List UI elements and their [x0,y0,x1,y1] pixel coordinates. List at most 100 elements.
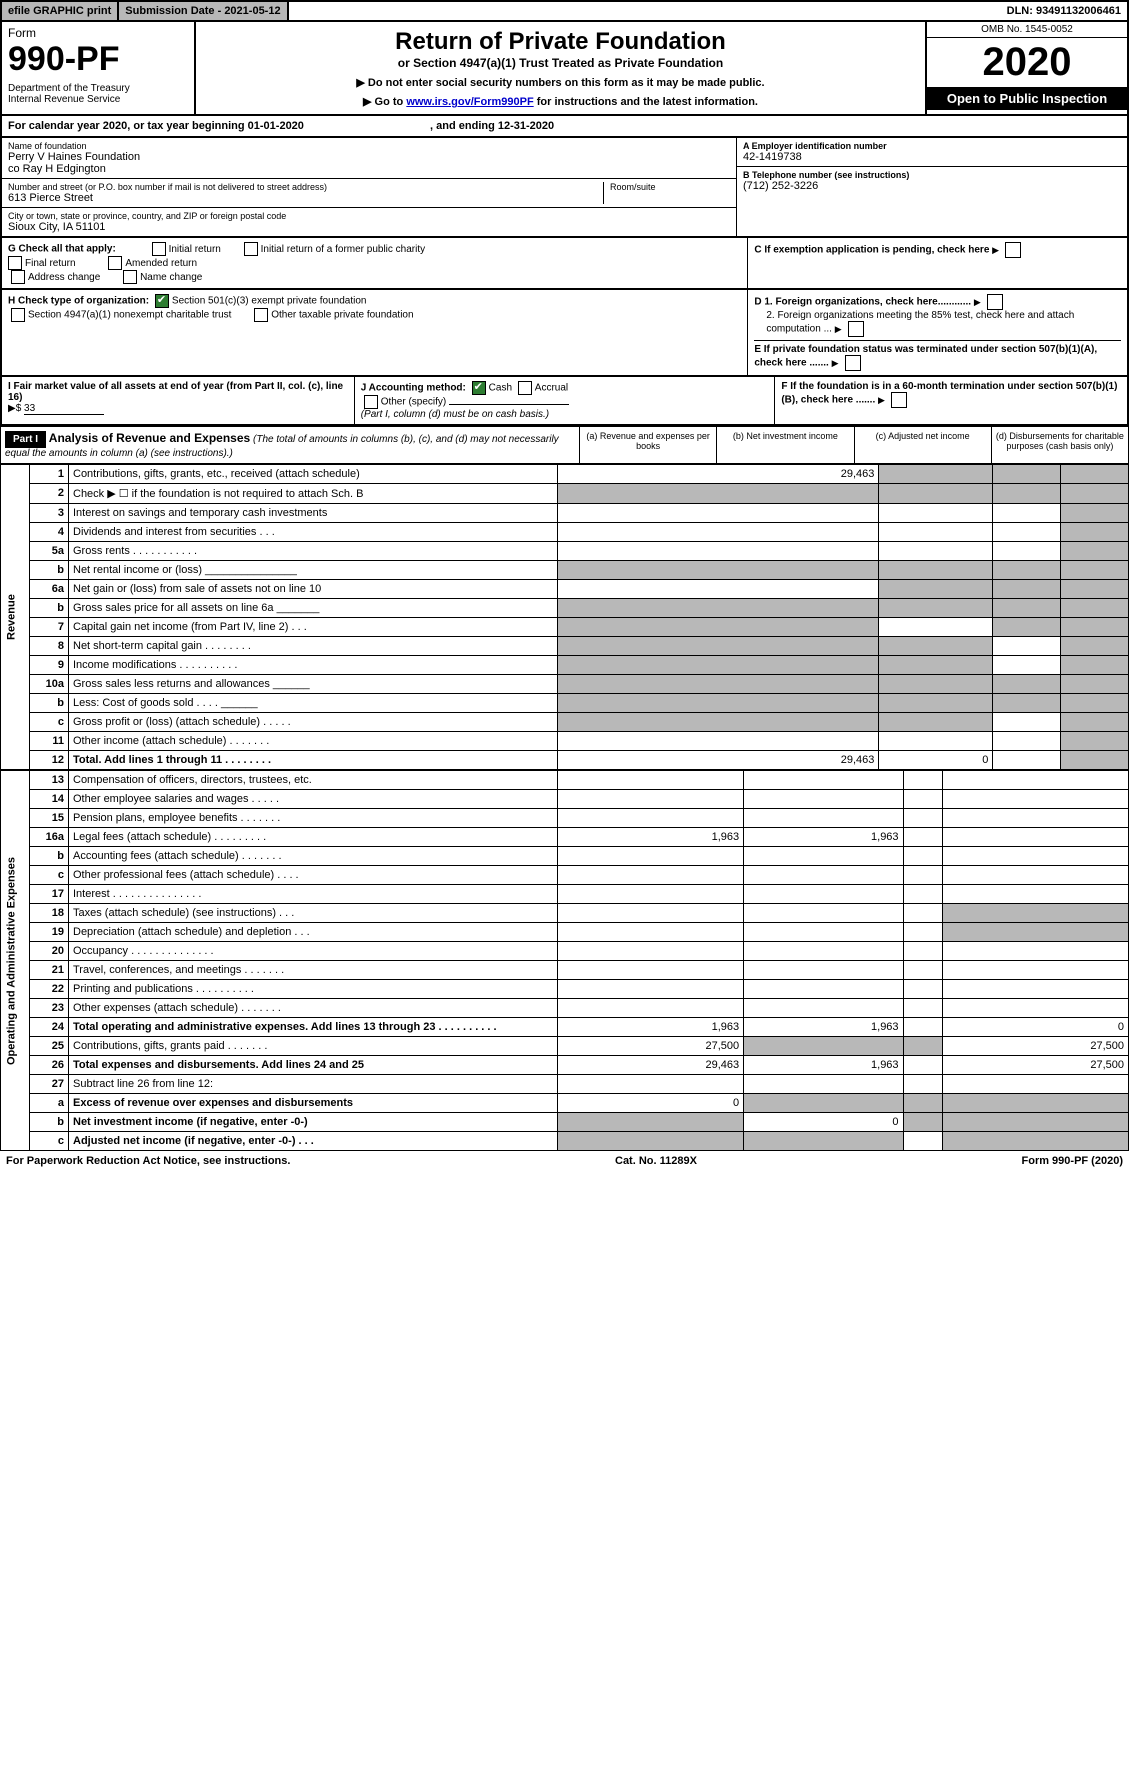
chk-e[interactable] [845,355,861,371]
line-number: 5a [30,542,69,561]
line-col-a [558,999,744,1018]
opt-initial-former: Initial return of a former public charit… [261,244,426,255]
line-col-a: 0 [558,1094,744,1113]
section-side-label: Revenue [1,465,30,770]
table-row: 27Subtract line 26 from line 12: [1,1075,1129,1094]
opt-4947: Section 4947(a)(1) nonexempt charitable … [28,310,231,321]
line-col-b [744,942,903,961]
line-number: 27 [30,1075,69,1094]
note-1: ▶ Do not enter social security numbers o… [202,76,919,89]
line-desc: Gross rents . . . . . . . . . . . [69,542,558,561]
chk-c[interactable] [1005,242,1021,258]
chk-amended[interactable] [108,256,122,270]
opt-final: Final return [25,258,76,269]
line-desc: Net rental income or (loss) ____________… [69,561,558,580]
line-col-c [903,1094,942,1113]
section-ijf: I Fair market value of all assets at end… [0,377,1129,426]
j-label: J Accounting method: [361,383,466,394]
line-number: b [30,561,69,580]
line-col-c [903,1018,942,1037]
line-col-b [744,809,903,828]
chk-accrual[interactable] [518,381,532,395]
table-row: 7Capital gain net income (from Part IV, … [1,618,1129,637]
line-col-d [942,809,1128,828]
table-row: bNet rental income or (loss) ___________… [1,561,1129,580]
chk-initial-former[interactable] [244,242,258,256]
chk-cash[interactable] [472,381,486,395]
line-col-a: 29,463 [558,465,879,484]
name-label: Name of foundation [8,141,730,151]
line-number: 25 [30,1037,69,1056]
table-row: bLess: Cost of goods sold . . . . ______ [1,694,1129,713]
line-col-d [942,866,1128,885]
form-subtitle: or Section 4947(a)(1) Trust Treated as P… [202,56,919,70]
line-col-a [558,542,879,561]
line-desc: Compensation of officers, directors, tru… [69,771,558,790]
col-b-header: (b) Net investment income [716,427,853,463]
line-desc: Total operating and administrative expen… [69,1018,558,1037]
line-col-c [993,504,1061,523]
header-right: OMB No. 1545-0052 2020 Open to Public In… [925,22,1127,114]
line-col-a [558,618,879,637]
line-col-a [558,904,744,923]
table-row: 10aGross sales less returns and allowanc… [1,675,1129,694]
form-title: Return of Private Foundation [202,28,919,56]
chk-d1[interactable] [987,294,1003,310]
line-col-a [558,637,879,656]
table-row: cGross profit or (loss) (attach schedule… [1,713,1129,732]
g-label: G Check all that apply: [8,244,116,255]
part1-header-row: Part I Analysis of Revenue and Expenses … [0,426,1129,464]
line-col-c [903,923,942,942]
chk-501c3[interactable] [155,294,169,308]
d1-label: D 1. Foreign organizations, check here..… [754,297,971,308]
chk-other-acct[interactable] [364,395,378,409]
line-col-d [1061,504,1129,523]
city-value: Sioux City, IA 51101 [8,221,730,233]
chk-address[interactable] [11,270,25,284]
line-col-c [993,561,1061,580]
chk-final[interactable] [8,256,22,270]
line-col-a [558,504,879,523]
revenue-table: Revenue1Contributions, gifts, grants, et… [0,464,1129,770]
line-number: 20 [30,942,69,961]
line-col-b [879,504,993,523]
section-side-label: Operating and Administrative Expenses [1,771,30,1151]
e-label: E If private foundation status was termi… [754,344,1097,369]
chk-f[interactable] [891,392,907,408]
line-number: 24 [30,1018,69,1037]
opt-other-tax: Other taxable private foundation [271,310,413,321]
line-col-c [903,1056,942,1075]
line-col-d [1061,637,1129,656]
line-desc: Depreciation (attach schedule) and deple… [69,923,558,942]
col-c-header: (c) Adjusted net income [854,427,991,463]
line-col-d [942,1094,1128,1113]
line-col-b [879,484,993,504]
chk-initial-return[interactable] [152,242,166,256]
chk-name[interactable] [123,270,137,284]
line-desc: Printing and publications . . . . . . . … [69,980,558,999]
line-col-c [993,542,1061,561]
footer-left: For Paperwork Reduction Act Notice, see … [6,1155,290,1167]
line-col-b [744,980,903,999]
section-h-d: H Check type of organization: Section 50… [0,290,1129,377]
line-col-a [558,694,879,713]
line-col-c [903,771,942,790]
line-col-a [558,809,744,828]
tax-year: 2020 [927,38,1127,87]
chk-other-tax[interactable] [254,308,268,322]
street-address: 613 Pierce Street [8,192,603,204]
line-desc: Other professional fees (attach schedule… [69,866,558,885]
submission-date: Submission Date - 2021-05-12 [119,2,288,20]
table-row: 19Depreciation (attach schedule) and dep… [1,923,1129,942]
chk-d2[interactable] [848,321,864,337]
line-number: 12 [30,751,69,770]
line-col-b [744,961,903,980]
line-col-a: 1,963 [558,1018,744,1037]
line-col-d [1061,542,1129,561]
line-col-b [879,465,993,484]
chk-4947[interactable] [11,308,25,322]
irs-link[interactable]: www.irs.gov/Form990PF [406,96,533,108]
info-right: A Employer identification number 42-1419… [736,138,1127,236]
section-g-c: G Check all that apply: Initial return I… [0,238,1129,290]
header-center: Return of Private Foundation or Section … [196,22,925,114]
